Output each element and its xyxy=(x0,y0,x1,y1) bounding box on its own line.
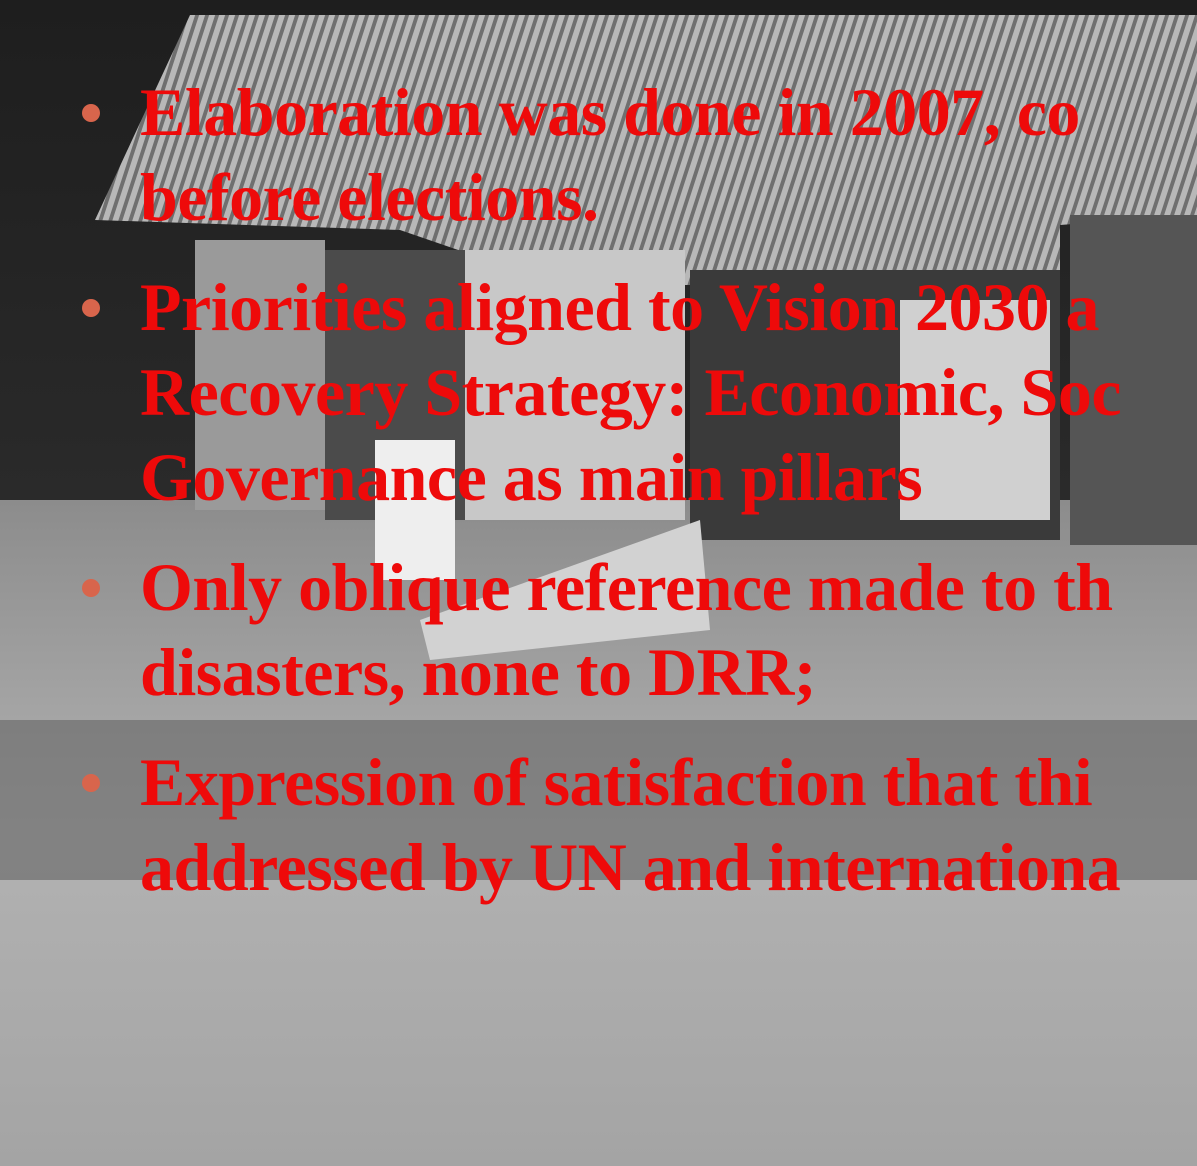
bullet-text: before elections. xyxy=(140,159,599,235)
bullet-dot xyxy=(82,579,100,597)
bullet-text: addressed by UN and internationa xyxy=(140,829,1121,905)
bullet-text: Expression of satisfaction that thi xyxy=(140,744,1093,820)
bullet-dot xyxy=(82,774,100,792)
bullet-text: disasters, none to DRR; xyxy=(140,634,817,710)
bullet-text: Only oblique reference made to th xyxy=(140,549,1113,625)
bullet-dot xyxy=(82,299,100,317)
bullet-text: Priorities aligned to Vision 2030 a xyxy=(140,269,1100,345)
bullet-text: Recovery Strategy: Economic, Soc xyxy=(140,354,1122,430)
bullet-dot xyxy=(82,104,100,122)
bullet-text: Elaboration was done in 2007, co xyxy=(140,74,1080,150)
bullet-text: Governance as main pillars xyxy=(140,439,923,515)
